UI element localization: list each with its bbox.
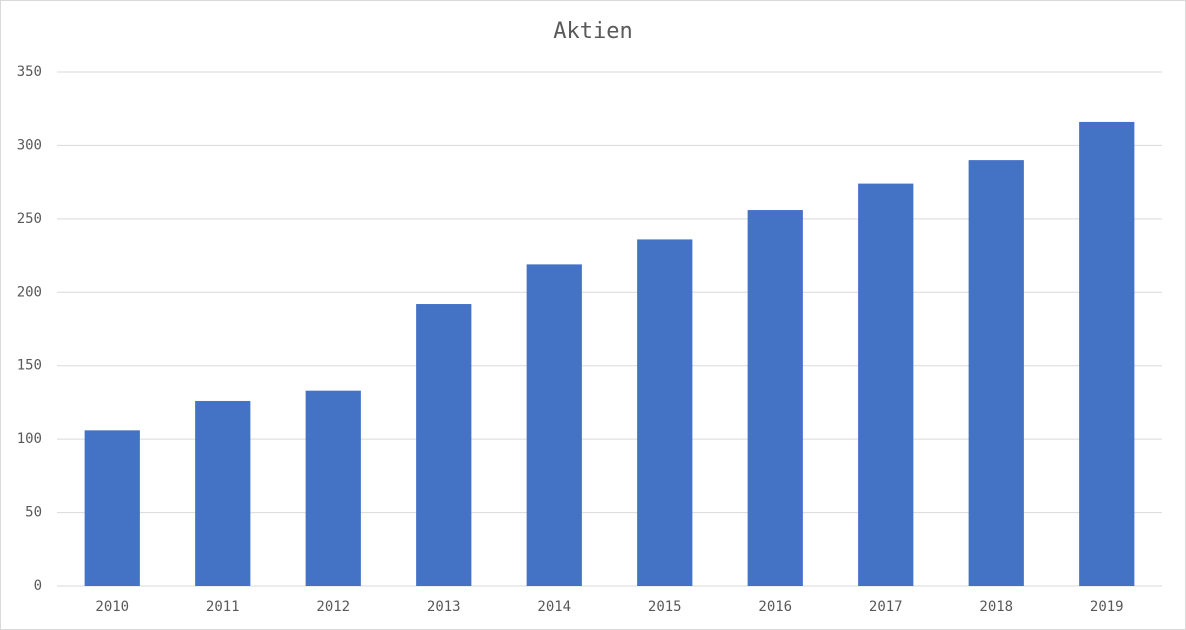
bar	[195, 400, 251, 586]
x-tick-label: 2014	[537, 599, 571, 615]
bar	[637, 239, 693, 586]
x-tick-label: 2010	[95, 599, 129, 615]
x-tick-label: 2016	[758, 599, 792, 615]
y-tick-label: 50	[25, 505, 42, 521]
x-tick-label: 2012	[316, 599, 350, 615]
x-tick-label: 2011	[206, 599, 240, 615]
bar	[84, 430, 140, 586]
y-tick-label: 300	[17, 137, 42, 153]
x-tick-label: 2015	[648, 599, 682, 615]
bar	[968, 160, 1024, 586]
bar	[858, 183, 914, 586]
y-tick-label: 200	[17, 284, 42, 300]
x-tick-label: 2018	[979, 599, 1013, 615]
bar	[526, 264, 582, 586]
y-tick-label: 150	[17, 358, 42, 374]
bar	[1079, 121, 1135, 586]
y-tick-label: 0	[34, 578, 42, 594]
y-tick-label: 100	[17, 431, 42, 447]
x-tick-label: 2013	[427, 599, 461, 615]
x-tick-label: 2019	[1090, 599, 1124, 615]
y-tick-label: 250	[17, 211, 42, 227]
bar	[305, 390, 361, 586]
y-tick-label: 350	[17, 64, 42, 80]
x-tick-label: 2017	[869, 599, 903, 615]
chart-title: Aktien	[553, 19, 632, 44]
bar	[747, 210, 803, 586]
bar	[416, 304, 472, 586]
